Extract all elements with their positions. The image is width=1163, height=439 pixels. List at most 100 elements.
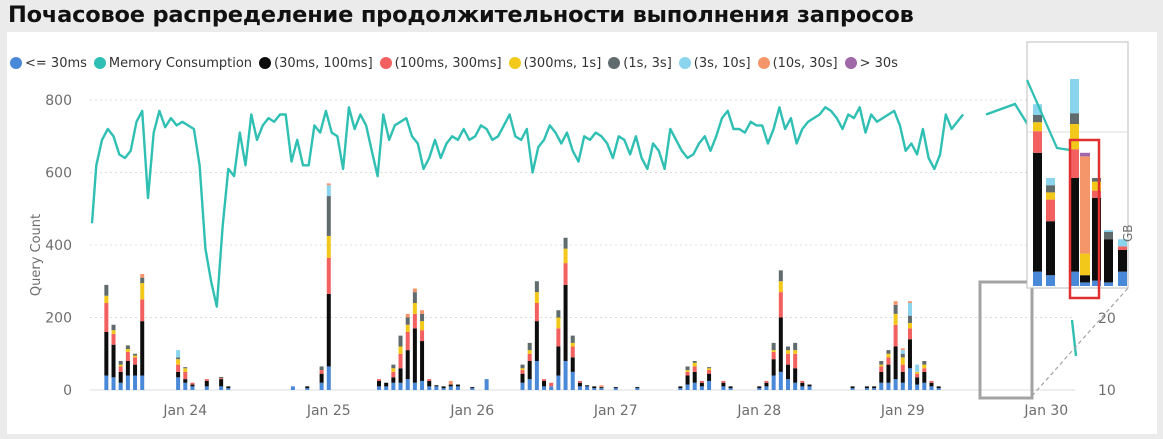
bar-segment bbox=[556, 328, 561, 347]
bar-segment bbox=[420, 330, 425, 342]
bar-segment bbox=[534, 321, 539, 361]
bar-segment bbox=[907, 303, 912, 316]
chart-legend: <= 30ms Memory Consumption (30ms, 100ms] (1… bbox=[10, 52, 905, 74]
bar-segment bbox=[707, 368, 712, 371]
stacked-bar bbox=[183, 367, 188, 390]
bar-segment bbox=[405, 317, 410, 325]
bar-segment bbox=[520, 373, 525, 383]
bar-segment bbox=[599, 385, 604, 388]
bar-segment bbox=[412, 303, 417, 314]
inset-bar bbox=[1118, 239, 1127, 286]
stacked-bar bbox=[635, 387, 640, 390]
bar-segment bbox=[384, 382, 389, 387]
legend-label: (100ms, 300ms] bbox=[394, 55, 502, 71]
bar-segment bbox=[900, 353, 905, 358]
bar-segment bbox=[872, 386, 877, 389]
bar-segment bbox=[785, 346, 790, 351]
chart-panel bbox=[7, 32, 1157, 434]
bar-segment bbox=[183, 371, 188, 380]
bar-segment bbox=[556, 346, 561, 376]
stacked-bar bbox=[685, 366, 690, 390]
legend-item[interactable]: (30ms, 100ms] bbox=[259, 56, 373, 71]
stacked-bar bbox=[577, 380, 582, 390]
bar-segment bbox=[391, 368, 396, 372]
bar-segment bbox=[692, 362, 697, 367]
bar-segment bbox=[793, 382, 798, 390]
bar-segment bbox=[176, 364, 181, 372]
bar-segment bbox=[377, 380, 382, 387]
bar-segment bbox=[886, 353, 891, 358]
bar-segment bbox=[785, 364, 790, 380]
stacked-bar bbox=[470, 387, 475, 390]
bar-segment bbox=[219, 376, 224, 379]
bar-segment bbox=[326, 257, 331, 294]
legend-swatch bbox=[608, 57, 621, 69]
bar-segment bbox=[140, 321, 145, 376]
bar-segment bbox=[757, 388, 762, 390]
inset-bar-segment bbox=[1033, 271, 1042, 286]
bar-segment bbox=[534, 361, 539, 390]
legend-item[interactable]: Memory Consumption bbox=[93, 56, 252, 71]
bar-segment bbox=[886, 364, 891, 383]
inset-bar-segment bbox=[1033, 115, 1042, 123]
inset-bar-segment bbox=[1118, 246, 1127, 250]
bar-segment bbox=[915, 364, 920, 372]
bar-segment bbox=[570, 371, 575, 390]
bar-segment bbox=[678, 388, 683, 390]
bar-segment bbox=[570, 346, 575, 358]
bar-segment bbox=[893, 313, 898, 325]
bar-segment bbox=[111, 344, 116, 378]
bar-segment bbox=[125, 361, 130, 376]
bar-segment bbox=[585, 386, 590, 390]
bar-segment bbox=[441, 388, 446, 390]
bar-segment bbox=[111, 333, 116, 345]
legend-item[interactable]: <= 30ms bbox=[10, 56, 87, 71]
bar-segment bbox=[190, 386, 195, 390]
bar-segment bbox=[599, 388, 604, 390]
bar-segment bbox=[563, 263, 568, 285]
bar-segment bbox=[778, 292, 783, 318]
zoom-source-frame bbox=[978, 280, 1034, 400]
legend-item[interactable]: (100ms, 300ms] bbox=[379, 55, 502, 71]
bar-segment bbox=[556, 310, 561, 318]
stacked-bar bbox=[455, 384, 460, 390]
legend-item[interactable]: (3s, 10s] bbox=[678, 55, 751, 71]
inset-bar-segment bbox=[1092, 280, 1101, 286]
legend-item[interactable]: (300ms, 1s] bbox=[508, 56, 601, 71]
bar-segment bbox=[319, 373, 324, 383]
inset-bar-segment bbox=[1070, 178, 1079, 272]
legend-label: (10s, 30s] bbox=[772, 55, 838, 71]
bar-segment bbox=[771, 350, 776, 352]
bar-segment bbox=[936, 388, 941, 390]
bar-segment bbox=[592, 388, 597, 390]
legend-item[interactable]: > 30s bbox=[844, 55, 898, 71]
legend-label: (3s, 10s] bbox=[693, 55, 751, 71]
stacked-bar bbox=[219, 376, 224, 390]
stacked-bar bbox=[864, 386, 869, 390]
bar-segment bbox=[391, 371, 396, 378]
stacked-bar bbox=[678, 386, 683, 390]
bar-segment bbox=[326, 366, 331, 390]
bar-segment bbox=[405, 350, 410, 380]
inset-bar-segment bbox=[1033, 122, 1042, 132]
bar-segment bbox=[893, 304, 898, 314]
legend-item[interactable]: (1s, 3s] bbox=[608, 56, 672, 71]
bar-segment bbox=[542, 386, 547, 390]
stacked-bar bbox=[405, 313, 410, 390]
bar-segment bbox=[520, 370, 525, 374]
inset-bar bbox=[1046, 178, 1055, 286]
legend-label: > 30s bbox=[859, 55, 898, 71]
bar-segment bbox=[183, 379, 188, 383]
bar-segment bbox=[692, 371, 697, 383]
bar-segment bbox=[929, 382, 934, 387]
bar-segment bbox=[527, 353, 532, 361]
bar-segment bbox=[427, 386, 432, 390]
bar-segment bbox=[420, 313, 425, 322]
bar-segment bbox=[886, 350, 891, 354]
bar-segment bbox=[685, 384, 690, 390]
legend-item[interactable]: (10s, 30s] bbox=[757, 55, 838, 71]
inset-memory-line bbox=[1025, 79, 1071, 152]
inset-bar-segment bbox=[1104, 239, 1113, 283]
bar-segment bbox=[900, 350, 905, 354]
